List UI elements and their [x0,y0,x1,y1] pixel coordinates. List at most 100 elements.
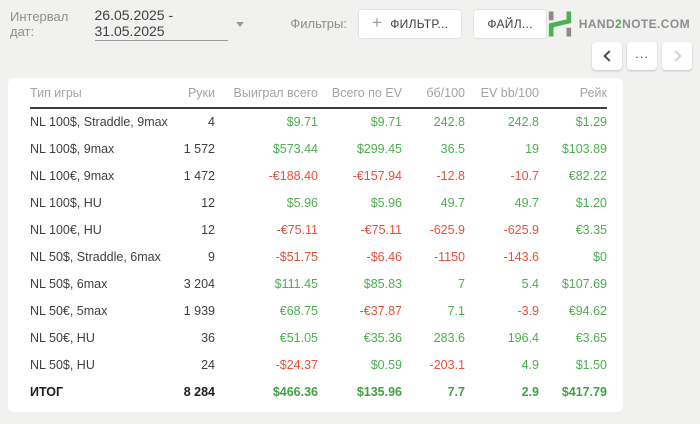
cell-value: 19 [525,141,539,156]
cell-value: -10.7 [510,168,540,183]
col-header-won-total[interactable]: Выиграл всего [215,78,318,109]
cell-value: $85.83 [363,276,402,291]
file-button[interactable]: ФАЙЛ... [473,8,547,39]
cell-value: -$24.37 [275,357,318,372]
filters-label: Фильтры: [290,16,347,31]
cell-value: -143.6 [503,249,539,264]
cell-hands: 4 [208,115,215,129]
cell-value: $9.71 [286,115,318,129]
col-header-rake[interactable]: Рейк [539,78,607,109]
cell-value: $5.96 [286,195,318,210]
cell-value: 49.7 [440,195,465,210]
cell-value: -$51.75 [275,249,318,264]
chevron-right-icon [669,50,682,62]
table-row[interactable]: NL 100$, 9max 1 572 $573.44 $299.45 36.5 19 $1… [30,135,607,162]
cell-value: $1.29 [575,115,607,129]
pages-menu-button[interactable]: ... [627,42,657,70]
date-range-picker[interactable]: 26.05.2025 - 31.05.2025 [94,7,245,41]
table-row[interactable]: NL 50$, HU 24 -$24.37 $0.59 -203.1 4.9 $1.50 [30,351,607,378]
file-button-label: ФАЙЛ... [487,16,533,31]
next-page-button[interactable] [662,42,692,70]
cell-value: $1.50 [575,357,607,372]
cell-game-type: NL 50$, 6max [30,276,108,291]
date-interval-label: Интервал дат: [10,8,69,39]
cell-value: $9.71 [370,115,402,129]
chevron-left-icon [602,50,615,62]
cell-hands: 36 [201,330,215,345]
cell-value: 5.4 [521,276,539,291]
prev-page-button[interactable] [592,42,622,70]
toolbar: Интервал дат: 26.05.2025 - 31.05.2025 Фи… [0,0,700,41]
cell-value: -€37.87 [359,303,402,318]
cell-value: 7.1 [447,303,465,318]
cell-hands: 9 [208,249,215,264]
table-row[interactable]: NL 100$, HU 12 $5.96 $5.96 49.7 49.7 $1.20 [30,189,607,216]
cell-hands: 12 [201,195,215,210]
add-filter-button[interactable]: + ФИЛЬТР... [358,8,463,39]
table-row[interactable]: NL 50€, 5max 1 939 €68.75 -€37.87 7.1 -3.9 €94… [30,297,607,324]
cell-game-type: NL 100$, 9max [30,141,115,156]
col-header-total-ev[interactable]: Всего по EV [318,78,402,109]
table-header-row: Тип игры Руки Выиграл всего Всего по EV … [30,78,607,109]
cell-game-type: NL 100$, Straddle, 9max [30,115,168,129]
cell-value: $103.89 [561,141,607,156]
cell-game-type: NL 50$, Straddle, 6max [30,249,161,264]
cell-value: $0.59 [370,357,402,372]
cell-value: $135.96 [356,384,402,399]
cell-game-type: NL 50€, HU [30,330,95,345]
cell-value: 4.9 [521,357,539,372]
cell-value: $417.79 [561,384,607,399]
cell-game-type: ИТОГ [30,384,64,399]
col-header-bb100[interactable]: бб/100 [402,78,465,109]
cell-value: $466.36 [272,384,318,399]
cell-value: -€157.94 [352,168,402,183]
cell-value: €94.62 [568,303,607,318]
hand2note-logo-icon [548,10,571,37]
cell-value: -$6.46 [366,249,402,264]
cell-value: 283.6 [433,330,465,345]
cell-value: -625.9 [503,222,539,237]
table-row[interactable]: NL 50$, Straddle, 6max 9 -$51.75 -$6.46 -115… [30,243,607,270]
cell-hands: 3 204 [183,276,215,291]
cell-value: €68.75 [279,303,318,318]
cell-value: 196.4 [507,330,539,345]
cell-value: -625.9 [429,222,465,237]
results-table: Тип игры Руки Выиграл всего Всего по EV … [30,78,607,405]
filter-button-label: ФИЛЬТР... [390,16,449,31]
cell-value: $5.96 [370,195,402,210]
cell-value: 49.7 [514,195,539,210]
cell-value: $299.45 [356,141,402,156]
cell-game-type: NL 50$, HU [30,357,95,372]
cell-game-type: NL 100$, HU [30,195,102,210]
brand: HAND2NOTE.COM [547,10,690,37]
cell-value: 7 [458,276,465,291]
col-header-hands[interactable]: Руки [170,78,215,109]
brand-text: HAND2NOTE.COM [578,16,690,31]
table-row[interactable]: NL 50€, HU 36 €51.05 €35.36 283.6 196.4 €3.65 [30,324,607,351]
cell-value: $107.69 [561,276,607,291]
cell-value: -1150 [433,249,465,264]
table-total-row[interactable]: ИТОГ 8 284 $466.36 $135.96 7.7 2.9 $417.79 [30,378,607,405]
cell-value: €3.65 [575,330,607,345]
col-header-ev-bb100[interactable]: EV bb/100 [465,78,539,109]
cell-value: 36.5 [440,141,465,156]
cell-hands: 8 284 [183,384,215,399]
table-row[interactable]: NL 100€, HU 12 -€75.11 -€75.11 -625.9 -625.9 €… [30,216,607,243]
cell-value: -€188.40 [268,168,318,183]
col-header-game-type[interactable]: Тип игры [30,78,170,109]
cell-value: $111.45 [274,276,318,291]
pager: ... [0,38,700,70]
plus-icon: + [372,13,383,32]
table-row[interactable]: NL 100€, 9max 1 472 -€188.40 -€157.94 -12.8 -… [30,162,607,189]
table-row[interactable]: NL 100$, Straddle, 9max 4 $9.71 $9.71 242.8 2… [30,108,607,135]
table-row[interactable]: NL 50$, 6max 3 204 $111.45 $85.83 7 5.4 $107.6… [30,270,607,297]
cell-hands: 24 [201,357,215,372]
cell-value: -12.8 [436,168,466,183]
cell-value: 242.8 [507,115,539,129]
cell-value: -€75.11 [276,222,318,237]
cell-hands: 12 [201,222,215,237]
cell-value: $573.44 [272,141,318,156]
cell-value: 7.7 [447,384,465,399]
cell-value: 242.8 [433,115,465,129]
cell-value: 2.9 [521,384,539,399]
